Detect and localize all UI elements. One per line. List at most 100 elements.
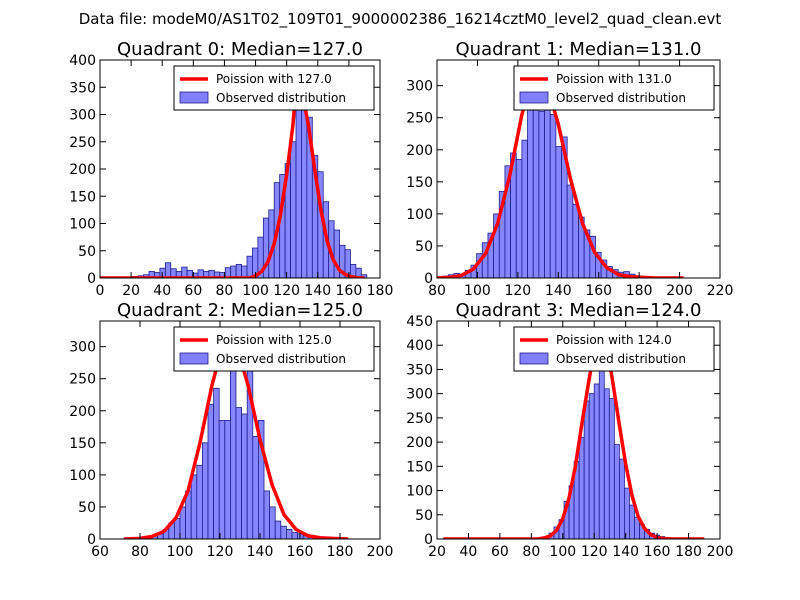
x-tick-label: 120 [207,544,234,560]
x-tick-label: 100 [167,544,194,560]
histogram-bar [572,203,579,278]
histogram-bar [252,436,259,539]
quadrant-1-panel: 80 100 120 140 160 180 200 220 0 50 100 150 200 250 30… [406,39,733,299]
x-tick-label: 140 [304,283,331,299]
histogram-bar [291,532,298,539]
axes-frame [436,320,721,540]
histogram-bar [527,91,534,278]
y-tick-label: 0 [424,271,433,287]
x-tick-label: 100 [549,544,576,560]
quadrant-2-panel: 60 80 100 120 140 160 180 200 0 50 100 150 200 250 300… [69,300,393,560]
x-tick-label: 180 [626,283,653,299]
x-tick-label: 140 [545,283,572,299]
histogram-bar [355,267,362,278]
x-tick-label: 180 [327,544,354,560]
y-tick-label: 50 [78,500,96,516]
quadrant-title: Quadrant 3: Median=124.0 [456,300,702,321]
y-tick-label: 250 [69,135,96,151]
y-tick-label: 200 [406,143,433,159]
histogram-bar [218,419,226,539]
histogram-bar [207,403,214,539]
legend-bar-swatch [179,352,209,365]
y-tick-label: 250 [406,111,433,127]
histogram-bar [164,262,172,278]
quadrant-0-panel: 0 20 40 60 80 100 120 140 160 1800501001502002503… [69,39,393,299]
legend: Poission with 127.0 Observed distribution [173,65,375,111]
axes-frame [436,59,721,279]
legend-bar-label: Observed distribution [556,91,686,105]
x-tick-label: 120 [504,283,531,299]
histogram-bar [521,139,528,278]
histogram-bar [538,110,545,278]
histogram-bar [566,184,574,278]
legend: Poission with 124.0 Observed distribution [513,326,715,372]
x-tick-label: 40 [460,544,478,560]
x-tick-label: 120 [581,544,608,560]
y-tick-label: 100 [69,217,96,233]
x-tick-label: 100 [242,283,269,299]
histogram-bar [230,265,237,278]
histogram-bar [173,518,181,539]
histogram-bar [201,442,209,539]
y-tick-label: 0 [87,271,96,287]
x-tick-label: 120 [273,283,300,299]
legend-bar-swatch [519,352,549,365]
y-tick-label: 350 [406,362,433,378]
histogram-bar [274,520,282,539]
histogram-bar [224,419,231,539]
histogram-bar [555,146,562,278]
legend-curve-label: Poission with 124.0 [556,333,672,347]
histogram-bar [608,398,615,539]
histogram-bar [613,444,620,539]
histogram-bar [544,85,551,278]
x-tick-label: 140 [247,544,274,560]
x-tick-label: 100 [464,283,491,299]
histogram-bar [618,458,625,539]
y-tick-label: 50 [415,239,433,255]
histogram-bar [290,141,297,278]
x-tick-label: 180 [367,283,394,299]
histogram-bar [196,464,203,539]
histogram-bar [588,393,595,539]
legend-bar-swatch [519,91,549,104]
x-tick-label: 200 [666,283,693,299]
histogram-bar [549,114,557,278]
x-tick-label: 160 [336,283,363,299]
legend-bar-label: Observed distribution [216,91,346,105]
histogram-bars [100,86,368,278]
quadrant-title: Quadrant 2: Median=125.0 [117,300,363,321]
histogram-bar [583,400,590,539]
x-tick-label: 40 [153,283,171,299]
y-tick-label: 150 [406,175,433,191]
legend-curve-label: Poission with 125.0 [216,333,332,347]
histogram-bar [301,108,308,278]
y-tick-label: 50 [78,244,96,260]
histogram-bar [241,265,248,278]
y-tick-label: 300 [406,387,433,403]
x-tick-label: 160 [585,283,612,299]
x-tick-label: 200 [367,544,394,560]
y-tick-label: 300 [406,79,433,95]
legend: Poission with 125.0 Observed distribution [173,326,375,372]
legend-curve-label: Poission with 127.0 [216,72,332,86]
axes-frame [99,320,381,540]
y-tick-label: 400 [69,53,96,69]
histogram-bars [123,327,349,539]
histogram-bar [593,383,600,539]
y-tick-label: 250 [69,372,96,388]
y-tick-label: 100 [69,468,96,484]
histogram-bar [235,407,242,539]
histogram-bar [578,436,585,539]
histogram-bar [179,506,186,539]
histogram-bar [515,158,523,278]
x-tick-label: 80 [428,283,446,299]
legend: Poission with 131.0 Observed distribution [513,65,715,111]
y-tick-label: 200 [69,162,96,178]
x-tick-label: 20 [122,283,140,299]
y-tick-label: 300 [69,340,96,356]
x-tick-label: 160 [287,544,314,560]
figure-suptitle: Data file: modeM0/AS1T02_109T01_90000023… [79,10,722,29]
y-tick-label: 250 [406,411,433,427]
x-tick-label: 60 [491,544,509,560]
